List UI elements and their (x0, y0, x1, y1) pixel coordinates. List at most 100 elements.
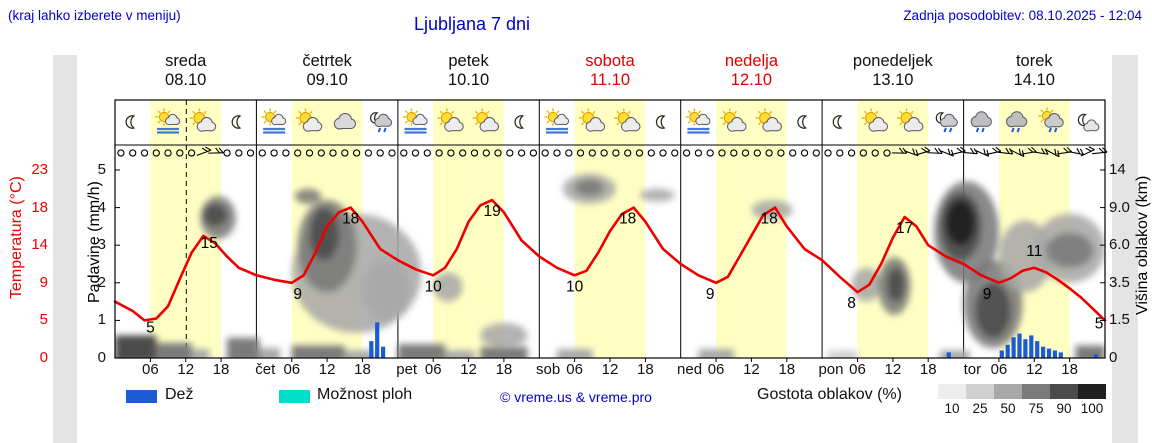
density-tick-label: 75 (1028, 401, 1044, 416)
weather-icons-row (125, 107, 1100, 134)
time-label-18: 18 (919, 361, 937, 378)
time-label-06: 06 (707, 361, 725, 378)
temperature-tick: 9 (39, 273, 48, 291)
cloud-density-scale: 10 25 50 75 90 100 (938, 384, 1108, 416)
showers-legend-label: Možnost ploh (317, 386, 413, 403)
time-label-18: 18 (495, 361, 513, 378)
wind-calm-circle (223, 149, 231, 157)
time-label-18: 18 (778, 361, 796, 378)
svg-text:18: 18 (760, 211, 777, 228)
time-label-18: 18 (637, 361, 654, 378)
wind-barb (1033, 147, 1049, 155)
wind-barb (915, 146, 931, 156)
time-label-06: 06 (849, 361, 866, 378)
wind-calm-circle (694, 149, 703, 157)
time-label-12: 12 (460, 361, 477, 378)
time-label-06: 06 (424, 361, 442, 378)
time-label-06: 06 (142, 361, 159, 378)
svg-text:5: 5 (146, 319, 155, 336)
density-swatch-100 (1078, 384, 1106, 399)
cloud-height-tick: 14 (1109, 161, 1126, 178)
svg-text:9: 9 (983, 286, 992, 303)
wind-calm-circle (329, 149, 337, 157)
wind-calm-circle (187, 149, 196, 157)
svg-text:17: 17 (896, 220, 913, 237)
last-update-text: Zadnja posodobitev: 08.10.2025 - 12:04 (903, 8, 1142, 23)
svg-text:9: 9 (293, 286, 302, 303)
wind-calm-circle (506, 149, 514, 157)
wind-calm-circle (517, 149, 526, 157)
wind-barb (1080, 146, 1095, 157)
density-tick-label: 50 (1000, 401, 1016, 416)
wind-calm-circle (129, 149, 137, 157)
time-label-pon: pon (818, 361, 844, 378)
wind-barb (196, 146, 212, 156)
wind-calm-circle (588, 149, 596, 157)
plot-border (114, 99, 1106, 359)
time-label-18: 18 (354, 361, 371, 378)
time-label-čet: čet (255, 361, 276, 378)
density-swatch-50 (994, 384, 1022, 399)
wind-calm-circle (624, 149, 632, 157)
wind-calm-circle (364, 149, 373, 157)
wind-calm-circle (883, 149, 891, 157)
precipitation-tick: 5 (97, 161, 106, 178)
time-label-12: 12 (318, 361, 336, 378)
page-title: Ljubljana 7 dni (413, 14, 531, 34)
time-label-sob: sob (536, 361, 561, 378)
density-swatch-90 (1050, 384, 1078, 399)
day-header-četrtek: četrtek 09.10 (302, 52, 352, 89)
svg-text:9: 9 (706, 286, 715, 303)
wind-calm-circle (576, 149, 585, 157)
wind-calm-circle (871, 149, 879, 157)
svg-text:15: 15 (201, 235, 218, 252)
temperature-tick: 0 (39, 349, 48, 366)
low-cloud-layer (115, 335, 1105, 358)
wind-calm-circle (812, 149, 820, 157)
time-label-06: 06 (283, 361, 301, 378)
wind-calm-circle (282, 149, 290, 157)
day-header-sobota: sobota 11.10 (585, 52, 635, 89)
temperature-curve (113, 198, 1107, 322)
time-label-12: 12 (1025, 361, 1043, 378)
wind-calm-circle (600, 149, 608, 157)
wind-calm-circle (482, 149, 490, 157)
svg-text:18: 18 (619, 211, 636, 228)
right-gutter (1112, 55, 1138, 443)
time-label-ned: ned (677, 361, 703, 378)
wind-calm-circle (164, 149, 172, 157)
density-swatch-25 (966, 384, 994, 399)
copyright-link[interactable]: © vreme.us & vreme.pro (500, 389, 652, 405)
wind-calm-circle (824, 149, 832, 157)
wind-calm-circle (741, 149, 750, 157)
wind-barb (950, 146, 966, 156)
temperature-labels: 5 15 9 18 10 19 10 18 9 18 8 17 9 11 5 (146, 203, 1103, 336)
wind-row (117, 146, 1108, 158)
precipitation-tick: 0 (97, 349, 106, 366)
svg-text:8: 8 (847, 295, 856, 312)
wind-calm-circle (376, 149, 384, 157)
density-swatch-75 (1022, 384, 1050, 399)
wind-calm-circle (730, 149, 738, 157)
density-swatch-10 (938, 384, 966, 399)
wind-calm-circle (529, 149, 538, 157)
time-label-18: 18 (212, 361, 230, 378)
wind-calm-circle (294, 149, 302, 157)
wind-calm-circle (341, 149, 349, 157)
time-label-pet: pet (396, 361, 418, 378)
cloud-density-label: Gostota oblakov (%) (757, 386, 902, 403)
temperature-tick: 23 (31, 161, 48, 178)
wind-calm-circle (176, 149, 184, 157)
time-label-tor: tor (963, 361, 982, 378)
day-header-sreda: sreda 08.10 (165, 52, 207, 89)
svg-text:10: 10 (566, 278, 584, 295)
time-label-12: 12 (177, 361, 195, 378)
wind-calm-circle (565, 149, 573, 157)
day-header-ponedeljek: ponedeljek 13.10 (852, 52, 933, 89)
temperature-tick: 18 (31, 198, 48, 216)
precipitation-tick: 4 (97, 198, 106, 216)
showers-legend-swatch (279, 390, 310, 403)
wind-calm-circle (494, 149, 502, 157)
wind-calm-circle (706, 149, 714, 157)
